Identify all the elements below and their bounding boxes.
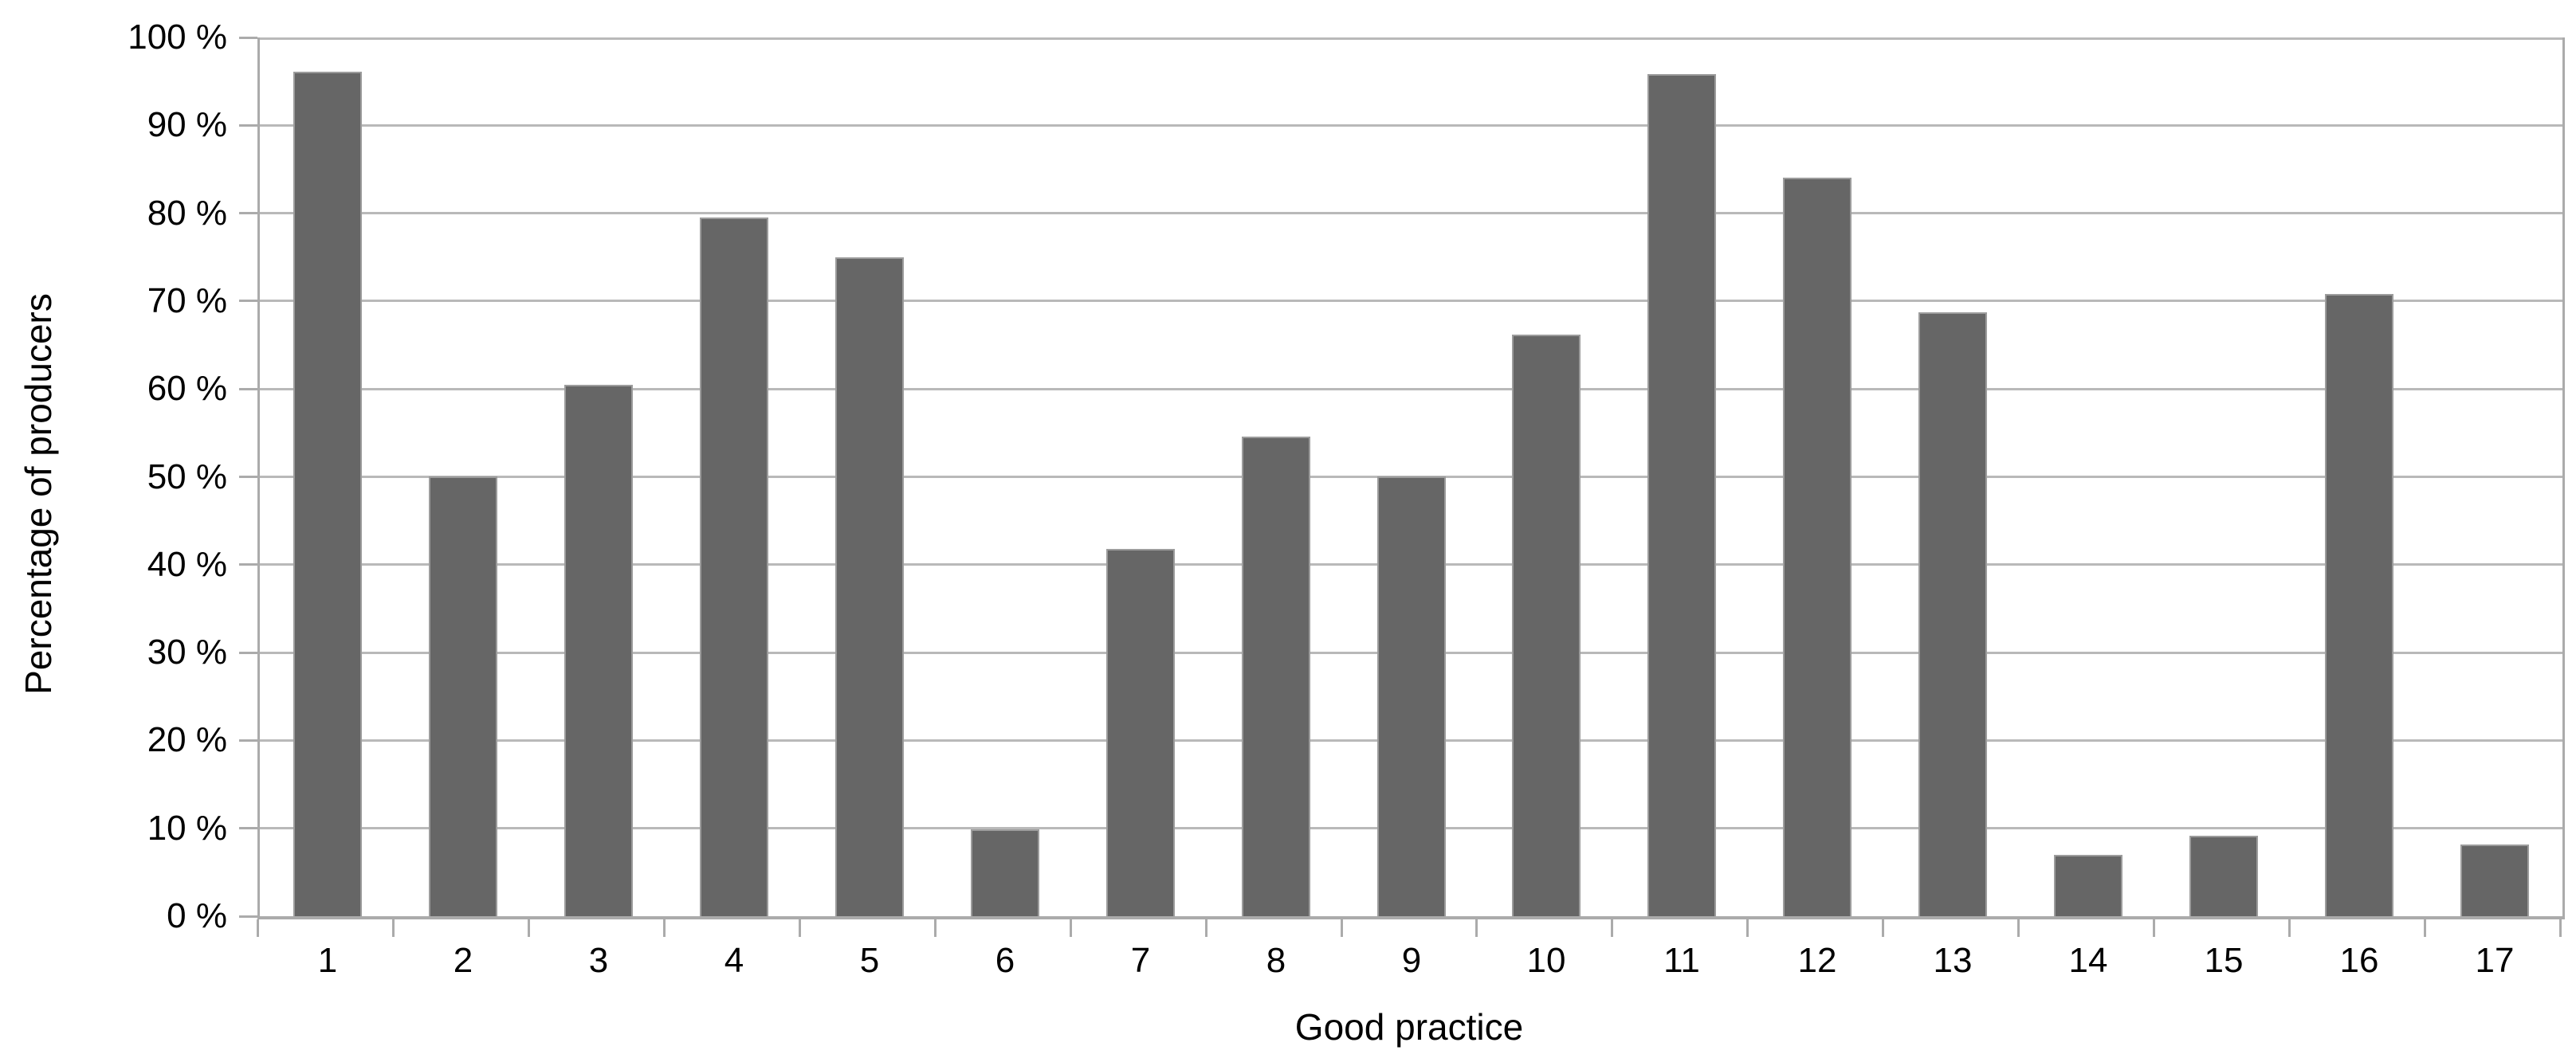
x-tick-label: 14 [2068,941,2108,980]
bar-category-15 [2189,836,2258,916]
y-tick-label: 100 % [128,18,227,57]
x-tick-label: 9 [1401,941,1422,980]
x-axis-tick [1611,919,1613,937]
x-axis-tick [1882,919,1884,937]
bar-category-13 [1918,312,1987,916]
bar-category-16 [2325,294,2393,916]
x-axis-tick [528,919,530,937]
y-axis-tick [239,300,257,302]
x-axis-tick [2288,919,2291,937]
y-axis-tick [239,915,257,918]
x-tick-label: 11 [1663,941,1700,980]
y-axis-title: Percentage of producers [18,293,59,695]
gridline [260,124,2562,127]
x-tick-label: 17 [2475,941,2515,980]
x-tick-label: 15 [2204,941,2244,980]
gridline [260,37,2562,40]
x-tick-label: 7 [1130,941,1151,980]
x-axis-tick [2424,919,2426,937]
bar-category-9 [1377,476,1446,916]
bar-category-14 [2054,855,2122,916]
y-tick-label: 90 % [147,105,227,144]
gridline [260,388,2562,390]
y-axis-tick [239,652,257,654]
x-axis-tick [2559,919,2562,937]
x-axis-tick [392,919,395,937]
y-axis-tick [239,476,257,478]
bar-category-10 [1512,335,1581,916]
y-axis-tick [239,212,257,214]
x-tick-label: 8 [1266,941,1286,980]
x-tick-label: 3 [588,941,609,980]
x-axis-tick [1746,919,1749,937]
x-tick-label: 6 [995,941,1015,980]
x-axis-tick [257,919,259,937]
bar-category-3 [564,385,633,916]
y-axis-tick [239,563,257,566]
y-tick-label: 80 % [147,194,227,233]
y-tick-label: 60 % [147,369,227,408]
gridline [260,300,2562,302]
bar-category-12 [1783,178,1852,916]
x-tick-label: 10 [1526,941,1566,980]
y-axis-tick [239,37,257,39]
x-tick-label: 12 [1797,941,1837,980]
bar-category-8 [1242,437,1310,916]
gridline [260,212,2562,214]
y-axis-tick [239,388,257,390]
x-axis-tick [2017,919,2020,937]
x-tick-label: 4 [724,941,744,980]
y-axis-tick [239,124,257,127]
x-axis-tick [2153,919,2155,937]
x-axis-tick [934,919,937,937]
y-tick-label: 50 % [147,457,227,496]
bar-category-7 [1106,549,1175,916]
bar-category-1 [293,72,362,916]
y-tick-label: 40 % [147,545,227,584]
x-tick-label: 5 [859,941,880,980]
x-tick-label: 2 [453,941,473,980]
x-axis-tick [1475,919,1478,937]
y-tick-label: 30 % [147,633,227,672]
bar-category-6 [971,829,1039,916]
x-axis-tick [1070,919,1072,937]
x-tick-label: 1 [317,941,338,980]
y-axis-tick [239,739,257,742]
y-tick-label: 70 % [147,281,227,320]
x-axis-tick [1205,919,1208,937]
x-tick-label: 16 [2339,941,2379,980]
bar-category-4 [700,217,768,916]
x-axis-title: Good practice [1294,1006,1524,1048]
bar-category-5 [835,257,904,916]
plot-area [257,37,2565,919]
bar-category-2 [429,476,497,916]
x-axis-tick [1341,919,1343,937]
bar-category-11 [1647,74,1716,916]
y-axis-tick [239,827,257,829]
bar-category-17 [2460,845,2529,916]
y-tick-label: 0 % [167,896,227,935]
x-tick-label: 13 [1933,941,1973,980]
x-axis-tick [663,919,666,937]
y-tick-label: 20 % [147,720,227,759]
x-axis-tick [799,919,801,937]
y-tick-label: 10 % [147,809,227,848]
